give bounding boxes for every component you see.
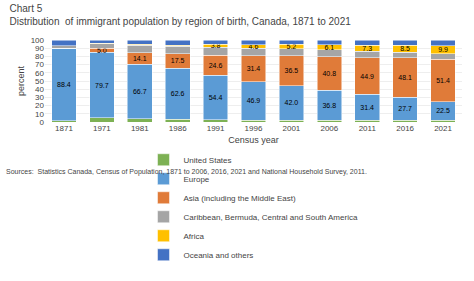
svg-text:8.5: 8.5 (400, 45, 410, 52)
svg-text:36.5: 36.5 (285, 67, 299, 74)
svg-text:22.5: 22.5 (436, 107, 450, 114)
svg-text:6.1: 6.1 (324, 44, 334, 51)
svg-text:24.6: 24.6 (209, 62, 223, 69)
svg-text:7.3: 7.3 (362, 45, 372, 52)
svg-text:1971: 1971 (93, 124, 111, 133)
svg-text:42.0: 42.0 (285, 99, 299, 106)
svg-text:1986: 1986 (169, 124, 187, 133)
svg-text:20: 20 (35, 101, 44, 110)
svg-text:36.8: 36.8 (322, 102, 336, 109)
svg-text:31.4: 31.4 (247, 65, 261, 72)
svg-text:90: 90 (35, 44, 44, 53)
svg-text:Asia (including the Middle Eas: Asia (including the Middle East) (184, 194, 296, 203)
svg-text:2021: 2021 (434, 124, 452, 133)
svg-text:5.0: 5.0 (97, 47, 107, 54)
svg-text:54.4: 54.4 (209, 94, 223, 101)
svg-text:17.5: 17.5 (171, 57, 185, 64)
svg-text:48.1: 48.1 (398, 74, 412, 81)
svg-text:Oceania and others: Oceania and others (184, 251, 254, 260)
svg-text:88.4: 88.4 (57, 81, 71, 88)
svg-text:percent: percent (16, 65, 26, 96)
svg-text:40.8: 40.8 (322, 70, 336, 77)
svg-text:14.1: 14.1 (133, 55, 147, 62)
svg-text:4.6: 4.6 (249, 43, 259, 50)
svg-text:1996: 1996 (245, 124, 263, 133)
svg-text:United States: United States (184, 156, 232, 165)
svg-text:31.4: 31.4 (360, 104, 374, 111)
svg-text:2011: 2011 (359, 124, 377, 133)
svg-text:2001: 2001 (283, 124, 301, 133)
svg-text:40: 40 (35, 85, 44, 94)
svg-text:3.8: 3.8 (211, 42, 221, 49)
svg-text:5.2: 5.2 (286, 43, 296, 50)
svg-text:66.7: 66.7 (133, 88, 147, 95)
svg-text:80: 80 (35, 52, 44, 61)
svg-text:27.7: 27.7 (398, 105, 412, 112)
svg-text:79.7: 79.7 (95, 82, 109, 89)
svg-text:44.9: 44.9 (360, 73, 374, 80)
svg-text:Caribbean, Bermuda, Central an: Caribbean, Bermuda, Central and South Am… (184, 213, 358, 222)
svg-text:0: 0 (40, 118, 45, 127)
svg-text:Chart 5Distribution of immigr: Chart 5Distribution of immigrant populat… (9, 3, 351, 27)
svg-text:46.9: 46.9 (247, 97, 261, 104)
svg-text:62.6: 62.6 (171, 90, 185, 97)
svg-text:1981: 1981 (131, 124, 149, 133)
svg-text:30: 30 (35, 93, 44, 102)
svg-text:70: 70 (35, 60, 44, 69)
svg-text:Europe: Europe (184, 175, 210, 184)
svg-text:10: 10 (35, 110, 44, 119)
svg-text:51.4: 51.4 (436, 77, 450, 84)
svg-text:2006: 2006 (320, 124, 338, 133)
svg-text:50: 50 (35, 77, 44, 86)
svg-text:Census year: Census year (228, 135, 279, 145)
svg-text:100: 100 (31, 36, 45, 45)
svg-text:9.9: 9.9 (438, 46, 448, 53)
svg-text:2016: 2016 (396, 124, 414, 133)
svg-text:Sources: Statistics Canada, C: Sources: Statistics Canada, Census of Po… (6, 168, 367, 176)
svg-text:1991: 1991 (207, 124, 225, 133)
svg-text:1871: 1871 (55, 124, 73, 133)
svg-text:60: 60 (35, 69, 44, 78)
svg-text:Africa: Africa (184, 232, 205, 241)
